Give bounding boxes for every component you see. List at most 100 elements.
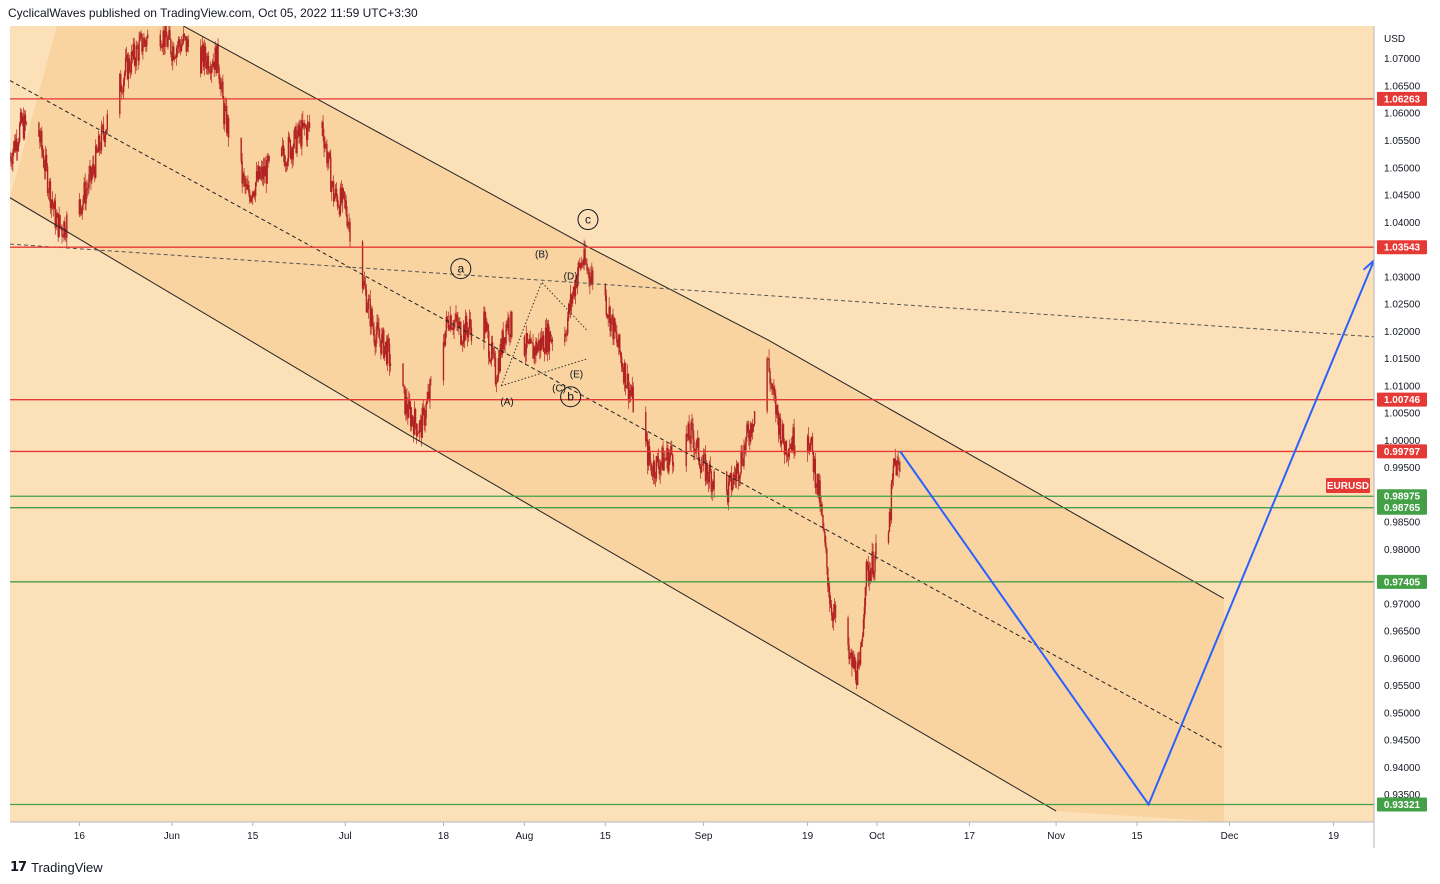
candle-body <box>344 199 346 201</box>
time-tick-label: 15 <box>247 831 259 842</box>
candle-body <box>245 184 247 187</box>
candle-body <box>616 332 618 343</box>
candle <box>821 501 823 517</box>
candle-body <box>130 51 133 73</box>
candle-body <box>828 586 830 593</box>
candle <box>377 314 379 330</box>
candle-body <box>95 145 98 152</box>
candle <box>24 110 27 131</box>
candle <box>79 198 82 217</box>
candle-body <box>585 262 587 264</box>
candle-body <box>627 373 630 400</box>
candle-body <box>364 285 367 290</box>
candle-body <box>504 337 506 344</box>
candle-body <box>416 433 419 436</box>
channel-fill <box>10 26 1224 822</box>
candle <box>61 224 63 244</box>
candle-body <box>889 512 892 521</box>
candle-body <box>505 324 507 344</box>
price-axis[interactable]: 1.07000 1.06500 1.06000 1.05500 1.05000 1.045… <box>1384 34 1421 801</box>
candle <box>548 326 551 361</box>
candle <box>653 459 656 485</box>
candle-body <box>532 342 534 359</box>
price-tick-label: 1.01000 <box>1384 381 1421 392</box>
candle-body <box>337 206 340 208</box>
candle-body <box>209 70 212 74</box>
time-tick-label: 19 <box>1328 831 1340 842</box>
candle <box>776 404 778 419</box>
candle-body <box>699 466 702 473</box>
candle <box>543 347 546 362</box>
candle-body <box>253 191 255 196</box>
candle-body <box>448 328 450 330</box>
candle-body <box>871 551 873 569</box>
candle <box>854 653 856 673</box>
candle-body <box>260 167 263 173</box>
candle <box>129 61 132 79</box>
candle-body <box>176 46 179 49</box>
candle <box>536 338 538 356</box>
candle-body <box>510 311 512 337</box>
candle-body <box>325 144 327 145</box>
candle-body <box>326 144 328 164</box>
time-tick-label: Sep <box>695 831 713 842</box>
candle-body <box>539 339 541 352</box>
candle-body <box>628 389 631 400</box>
time-tick-label: 16 <box>74 831 86 842</box>
candle-body <box>527 340 529 344</box>
candle-body <box>449 315 451 330</box>
candle-body <box>462 342 464 345</box>
candle <box>251 194 253 203</box>
candle-body <box>834 604 837 618</box>
candle-body <box>730 472 733 491</box>
candle <box>101 123 104 130</box>
candle-body <box>663 458 665 471</box>
candle <box>622 363 625 385</box>
candle-body <box>650 463 653 475</box>
candle <box>856 670 858 690</box>
candle-body <box>345 200 347 215</box>
candle <box>137 44 139 70</box>
candle-body <box>185 36 187 52</box>
candle <box>591 262 593 285</box>
candle-body <box>856 680 858 686</box>
candle <box>818 473 820 503</box>
candle-body <box>321 122 323 128</box>
candle-body <box>43 167 46 172</box>
candle <box>367 294 370 319</box>
candle-body <box>48 181 51 193</box>
candle-body <box>422 407 424 409</box>
candle <box>749 429 751 451</box>
candle <box>160 40 162 49</box>
candle <box>581 259 583 268</box>
candle <box>168 26 170 40</box>
candle <box>492 347 495 360</box>
candle-body <box>447 320 449 329</box>
candle-body <box>340 187 343 204</box>
candle <box>875 534 877 561</box>
candle-body <box>11 161 13 165</box>
candle-body <box>571 295 574 304</box>
candle-body <box>573 286 576 297</box>
candle <box>264 156 266 177</box>
candle <box>336 194 339 211</box>
candle-body <box>496 377 499 383</box>
projection-path <box>899 260 1374 807</box>
candle <box>97 130 100 153</box>
candle-body <box>887 531 890 543</box>
candle <box>25 121 28 126</box>
time-axis[interactable]: 16 Jun 15 Jul 18 Aug 15 Sep 19 Oct 17 Nov 15 Dec 19 <box>74 822 1340 842</box>
candle <box>577 260 580 287</box>
candle <box>267 153 269 168</box>
candle <box>532 333 534 359</box>
candle <box>146 35 148 53</box>
candle <box>337 200 340 209</box>
candle <box>450 314 452 331</box>
candle-body <box>707 477 710 483</box>
candle-body <box>864 586 867 607</box>
candle <box>161 43 163 52</box>
candle <box>620 350 622 364</box>
candle <box>216 43 218 74</box>
candle-body <box>823 528 825 532</box>
